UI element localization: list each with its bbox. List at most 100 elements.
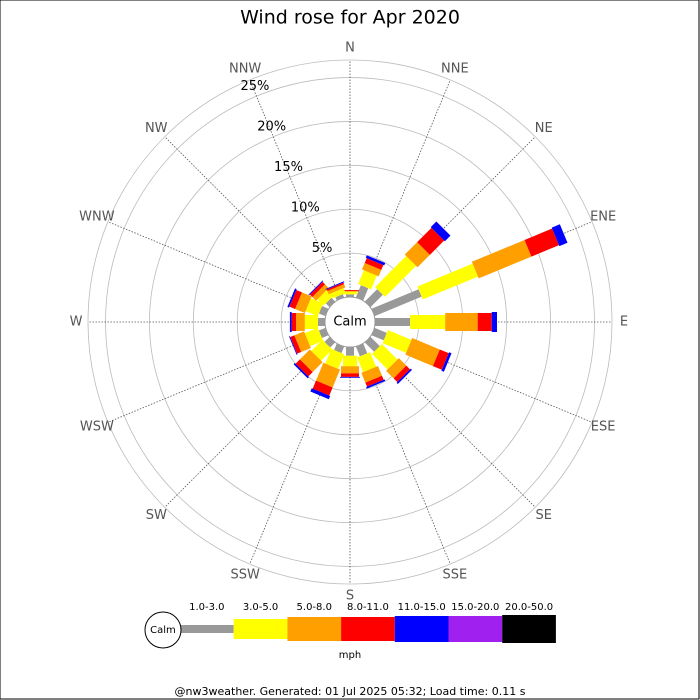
bar-segment bbox=[295, 292, 312, 314]
bar-segment bbox=[396, 368, 412, 384]
bar-segment bbox=[289, 290, 302, 309]
bar-segment bbox=[393, 365, 411, 383]
bar-segment bbox=[293, 363, 309, 379]
calm-circle bbox=[324, 296, 376, 348]
grid-ring bbox=[149, 121, 551, 523]
direction-label: SE bbox=[536, 508, 552, 523]
bar-segment bbox=[343, 291, 357, 295]
bar-segment bbox=[304, 327, 324, 347]
spoke bbox=[107, 331, 328, 423]
bar-segment bbox=[327, 284, 346, 295]
bar-segment bbox=[325, 297, 336, 308]
direction-label: SW bbox=[146, 508, 167, 523]
direction-label: N bbox=[345, 41, 355, 56]
bar-segment bbox=[341, 290, 359, 292]
direction-label: E bbox=[620, 315, 628, 330]
legend-swatch bbox=[287, 617, 342, 641]
bar-segment bbox=[382, 330, 412, 353]
ring-label: 15% bbox=[274, 160, 303, 175]
bar-segment bbox=[491, 312, 498, 332]
bar-segment bbox=[330, 288, 346, 299]
bar-segment bbox=[341, 366, 359, 374]
direction-label: NNW bbox=[229, 61, 261, 76]
bar-segment bbox=[346, 294, 354, 297]
bar-segment bbox=[366, 379, 386, 389]
bar-segment bbox=[371, 289, 422, 317]
bar-segment bbox=[362, 263, 382, 277]
bar-segment bbox=[324, 336, 336, 348]
legend-label: 15.0-20.0 bbox=[451, 602, 499, 613]
bar-segment bbox=[294, 331, 311, 352]
bar-segment bbox=[361, 365, 382, 383]
direction-label: SSW bbox=[230, 568, 260, 583]
bar-segment bbox=[355, 343, 368, 357]
legend-swatch bbox=[448, 616, 503, 642]
bar-segment bbox=[430, 221, 451, 242]
bar-segment bbox=[477, 313, 492, 331]
bar-segment bbox=[291, 313, 297, 331]
grid-ring bbox=[192, 164, 508, 480]
legend-label: 3.0-5.0 bbox=[243, 602, 278, 613]
bar-segment bbox=[312, 284, 329, 301]
bar-segment bbox=[310, 388, 331, 400]
footer: @nw3weather. Generated: 01 Jul 2025 05:3… bbox=[175, 685, 526, 698]
legend-label: 8.0-11.0 bbox=[347, 602, 389, 613]
bar-segment bbox=[312, 380, 333, 396]
bar-segment bbox=[364, 336, 380, 352]
bar-segment bbox=[287, 288, 297, 308]
ring-label: 25% bbox=[240, 79, 269, 94]
bar-segment bbox=[358, 270, 377, 290]
bar-segment bbox=[315, 362, 341, 388]
bar-segment bbox=[295, 359, 313, 377]
bar-segment bbox=[375, 318, 411, 326]
bar-segment bbox=[317, 318, 325, 326]
bar-segment bbox=[524, 228, 560, 257]
bar-segment bbox=[343, 355, 357, 367]
bar-segment bbox=[341, 373, 359, 377]
bar-segment bbox=[410, 315, 446, 329]
bar-segment bbox=[308, 280, 324, 296]
ring-label: 10% bbox=[291, 201, 320, 216]
bar-segment bbox=[326, 282, 345, 291]
bar-segment bbox=[432, 349, 449, 370]
legend-calm bbox=[144, 611, 182, 649]
direction-label: ENE bbox=[590, 210, 616, 225]
legend-label: 11.0-15.0 bbox=[398, 602, 446, 613]
bar-segment bbox=[309, 281, 326, 298]
bar-segment bbox=[305, 298, 324, 317]
ring-label: 5% bbox=[312, 241, 333, 256]
bar-segment bbox=[365, 255, 386, 266]
bar-segment bbox=[445, 313, 478, 331]
direction-label: WSW bbox=[80, 419, 114, 434]
legend-calm-label: Calm bbox=[150, 625, 176, 636]
bar-segment bbox=[311, 339, 333, 361]
bar-segment bbox=[340, 376, 360, 378]
direction-label: WNW bbox=[79, 210, 115, 225]
bar-segment bbox=[289, 312, 292, 332]
direction-label: SSE bbox=[442, 568, 467, 583]
bar-segment bbox=[405, 338, 440, 367]
bar-segment bbox=[289, 336, 298, 355]
bar-segment bbox=[551, 224, 568, 247]
legend-unit: mph bbox=[339, 650, 361, 661]
spoke bbox=[249, 79, 341, 300]
bar-segment bbox=[346, 347, 354, 356]
direction-label: W bbox=[70, 315, 83, 330]
bar-segment bbox=[365, 375, 384, 387]
legend-label: 1.0-3.0 bbox=[189, 602, 224, 613]
legend-label: 5.0-8.0 bbox=[297, 602, 332, 613]
legend-swatch bbox=[180, 625, 234, 633]
ring-label: 20% bbox=[257, 120, 286, 135]
chart-title: Wind rose for Apr 2020 bbox=[240, 7, 460, 29]
bar-segment bbox=[417, 263, 478, 300]
bar-segment bbox=[386, 358, 407, 379]
direction-label: ESE bbox=[591, 419, 616, 434]
direction-label: NW bbox=[145, 121, 168, 136]
bar-segment bbox=[341, 289, 359, 291]
direction-label: S bbox=[346, 589, 354, 604]
bar-segment bbox=[371, 327, 387, 341]
bar-segment bbox=[364, 258, 384, 270]
legend-label: 20.0-50.0 bbox=[505, 602, 553, 613]
bar-segment bbox=[417, 227, 445, 255]
bar-segment bbox=[335, 294, 345, 301]
